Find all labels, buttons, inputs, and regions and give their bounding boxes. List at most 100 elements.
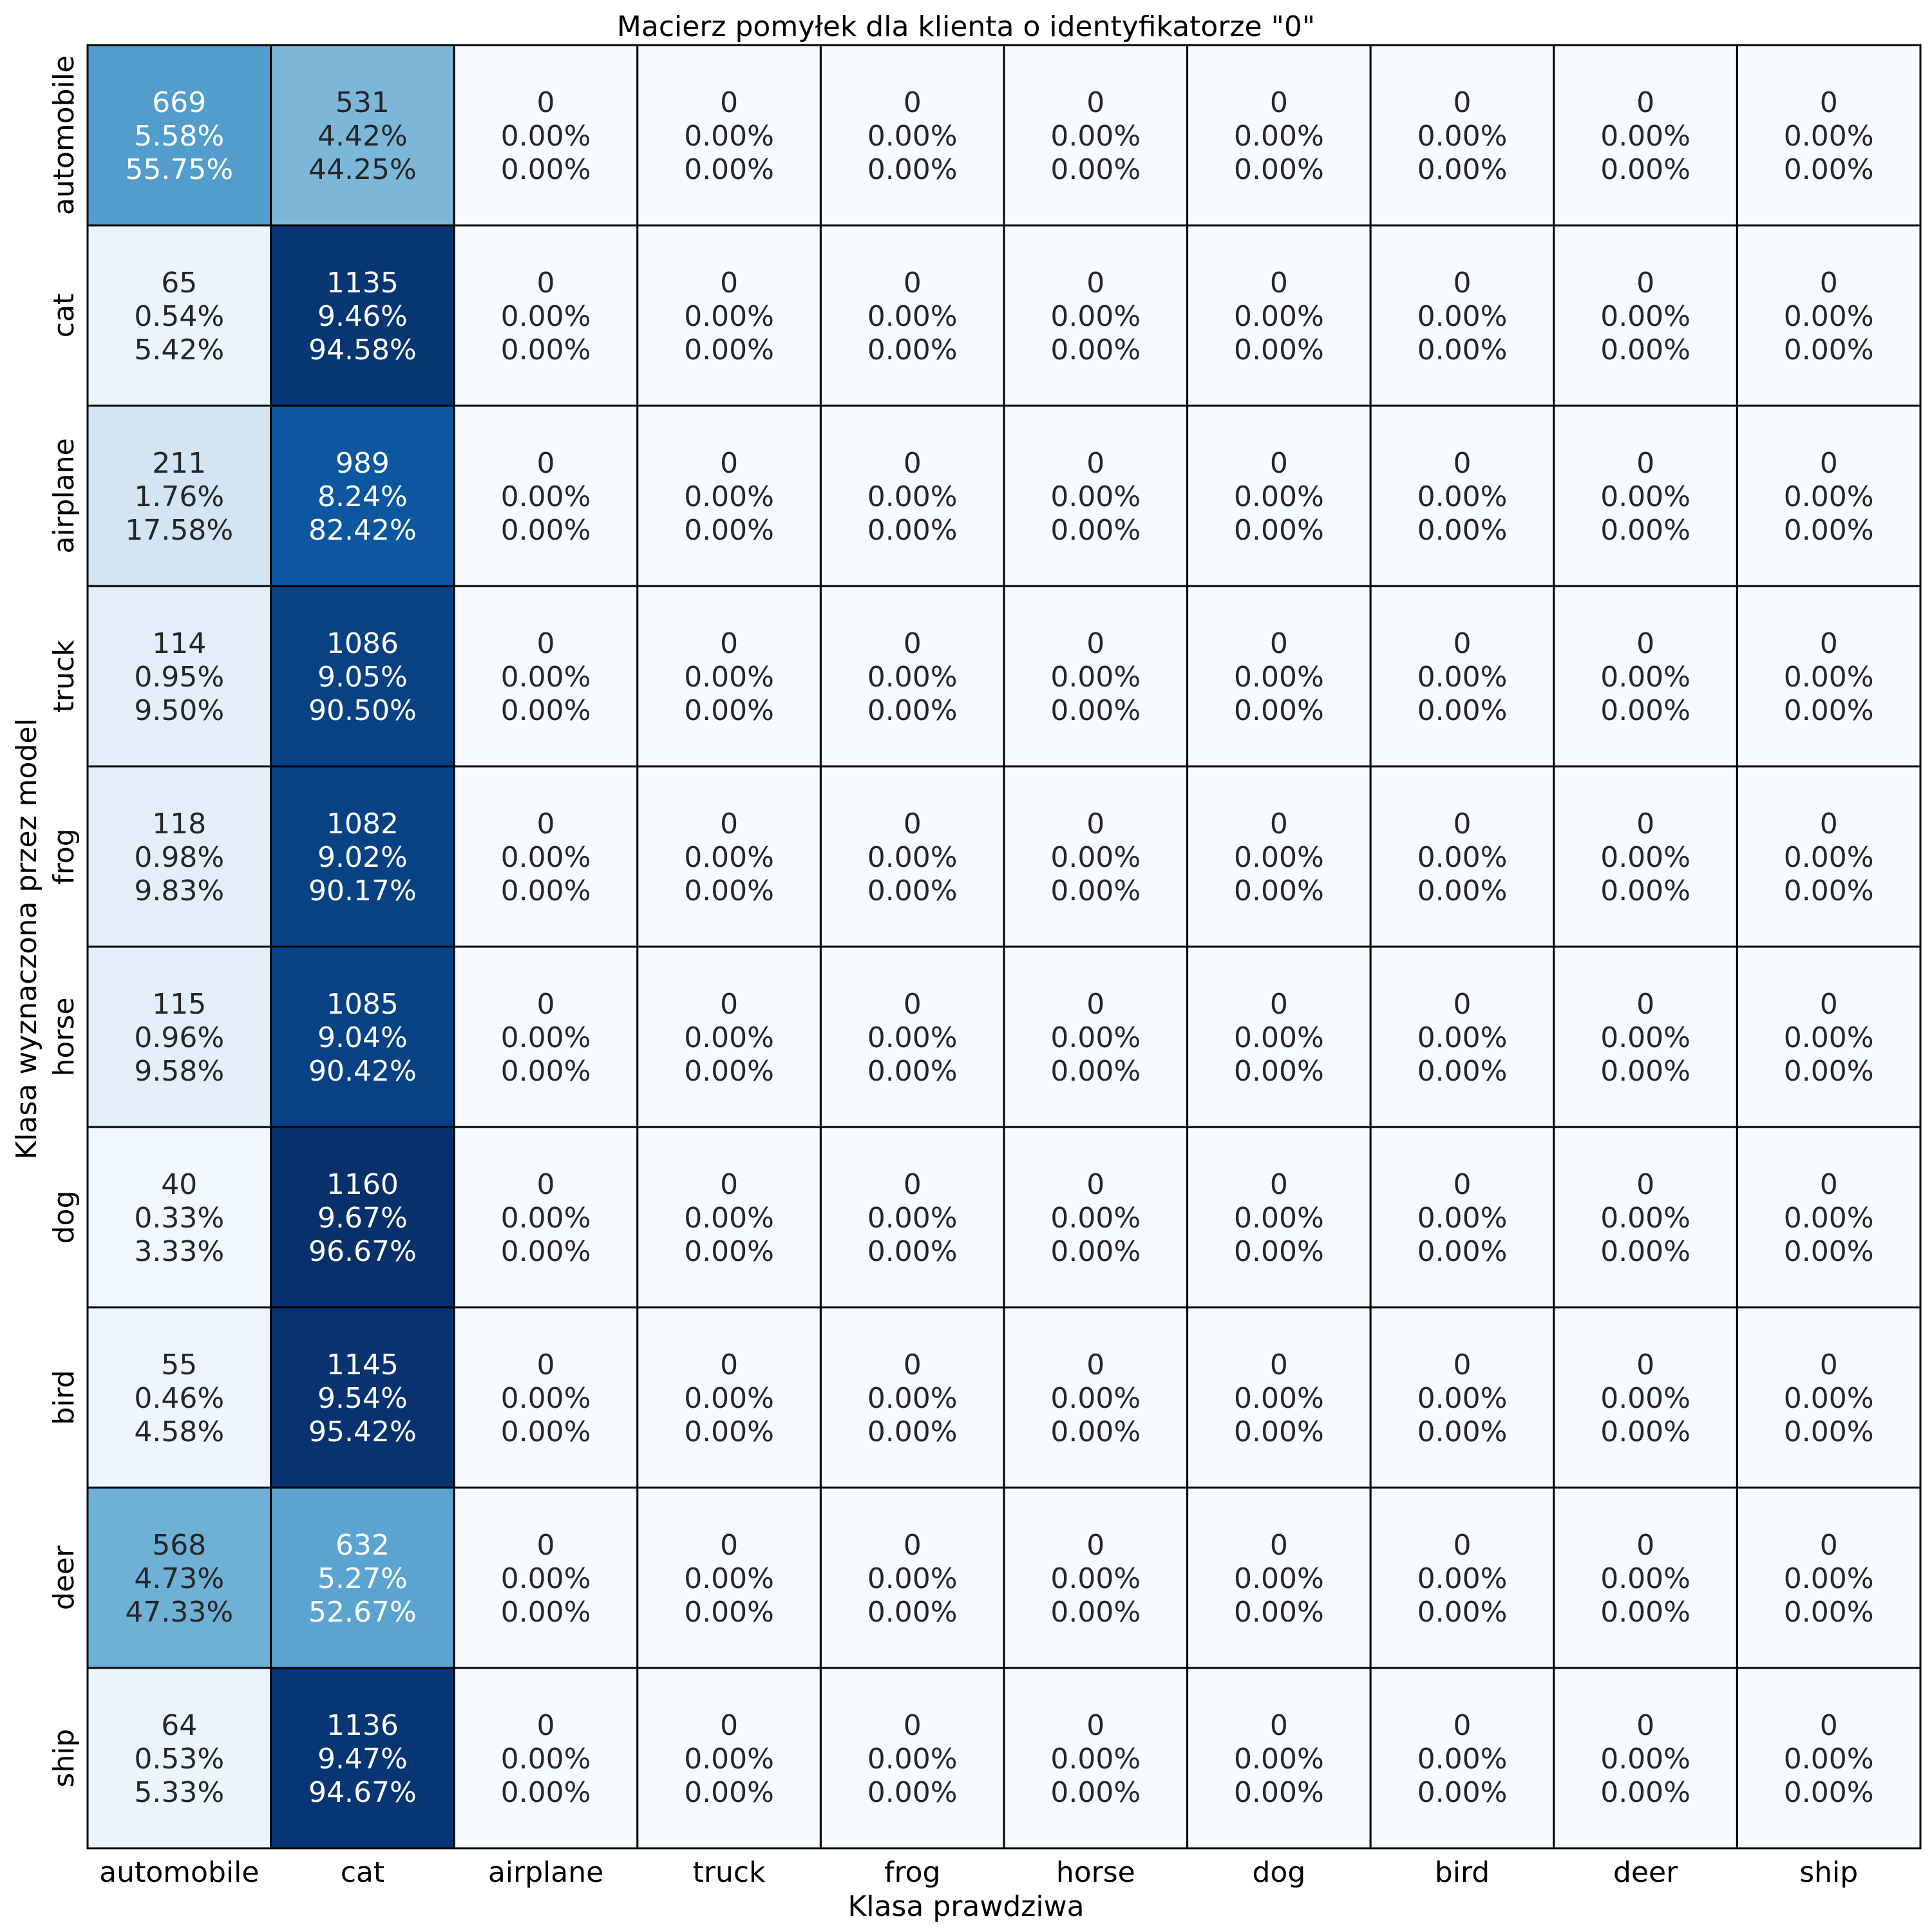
heatmap-cell bbox=[819, 1126, 1005, 1309]
heatmap-cell bbox=[1186, 1486, 1372, 1669]
cell-value-label: 0 0.00% 0.00% bbox=[1600, 808, 1690, 907]
heatmap-cell bbox=[1736, 1126, 1922, 1309]
heatmap-cell bbox=[1736, 1306, 1922, 1489]
cell-value-label: 0 0.00% 0.00% bbox=[1600, 988, 1690, 1088]
cell-value-label: 0 0.00% 0.00% bbox=[867, 808, 958, 907]
cell-value-label: 0 0.00% 0.00% bbox=[1600, 1529, 1690, 1629]
cell-value-label: 1136 9.47% 94.67% bbox=[308, 1709, 417, 1809]
cell-value-label: 0 0.00% 0.00% bbox=[1417, 627, 1508, 727]
cell-value-label: 0 0.00% 0.00% bbox=[684, 988, 774, 1088]
cell-value-label: 568 4.73% 47.33% bbox=[125, 1529, 233, 1629]
heatmap-cell bbox=[270, 945, 455, 1128]
heatmap-cell bbox=[1369, 1486, 1555, 1669]
heatmap-cell bbox=[86, 44, 272, 227]
heatmap-cell bbox=[270, 224, 455, 407]
heatmap-cell bbox=[1736, 1486, 1922, 1669]
cell-value-label: 0 0.00% 0.00% bbox=[867, 988, 958, 1088]
cell-value-label: 0 0.00% 0.00% bbox=[1784, 447, 1874, 547]
heatmap-cell bbox=[636, 404, 822, 587]
cell-value-label: 0 0.00% 0.00% bbox=[501, 1349, 591, 1448]
heatmap-cell bbox=[1003, 1306, 1189, 1489]
cell-value-label: 114 0.95% 9.50% bbox=[134, 627, 224, 727]
cell-value-label: 0 0.00% 0.00% bbox=[684, 1349, 774, 1448]
cell-value-label: 0 0.00% 0.00% bbox=[501, 447, 591, 547]
heatmap-cell bbox=[1736, 44, 1922, 227]
heatmap-cell bbox=[1003, 945, 1189, 1128]
heatmap-cell bbox=[1736, 224, 1922, 407]
heatmap-cell bbox=[270, 404, 455, 587]
cell-value-label: 0 0.00% 0.00% bbox=[501, 988, 591, 1088]
cell-value-label: 0 0.00% 0.00% bbox=[1417, 447, 1508, 547]
cell-value-label: 0 0.00% 0.00% bbox=[1784, 808, 1874, 907]
heatmap-cell bbox=[453, 945, 639, 1128]
cell-value-label: 0 0.00% 0.00% bbox=[1417, 1349, 1508, 1448]
cell-value-label: 1085 9.04% 90.42% bbox=[308, 988, 417, 1088]
heatmap-cell bbox=[1186, 765, 1372, 948]
cell-value-label: 0 0.00% 0.00% bbox=[1417, 1709, 1508, 1809]
y-tick-label: frog bbox=[48, 828, 80, 884]
cell-value-label: 0 0.00% 0.00% bbox=[867, 1168, 958, 1268]
cell-value-label: 0 0.00% 0.00% bbox=[867, 447, 958, 547]
cell-value-label: 0 0.00% 0.00% bbox=[501, 627, 591, 727]
x-axis-label: Klasa prawdziwa bbox=[848, 1890, 1084, 1923]
heatmap-cell bbox=[270, 765, 455, 948]
cell-value-label: 0 0.00% 0.00% bbox=[1784, 1529, 1874, 1629]
heatmap-cell bbox=[819, 765, 1005, 948]
heatmap-cell bbox=[270, 1306, 455, 1489]
y-axis-tick-labels: automobile cat airplane truck frog horse dog bi… bbox=[48, 55, 80, 1788]
heatmap-cell bbox=[86, 404, 272, 587]
cell-value-label: 0 0.00% 0.00% bbox=[1050, 447, 1141, 547]
y-axis-label: Klasa wyznaczona przez model bbox=[10, 718, 43, 1159]
cell-value-label: 0 0.00% 0.00% bbox=[1784, 1349, 1874, 1448]
heatmap-cell bbox=[1369, 224, 1555, 407]
cell-value-label: 0 0.00% 0.00% bbox=[684, 1709, 774, 1809]
cell-value-label: 0 0.00% 0.00% bbox=[1234, 808, 1324, 907]
heatmap-cell bbox=[270, 1486, 455, 1669]
heatmap-cell bbox=[1369, 1306, 1555, 1489]
cell-value-label: 989 8.24% 82.42% bbox=[308, 447, 417, 547]
cell-value-label: 0 0.00% 0.00% bbox=[684, 1168, 774, 1268]
heatmap-cell bbox=[1736, 765, 1922, 948]
cell-value-label: 0 0.00% 0.00% bbox=[1050, 267, 1141, 366]
cell-value-label: 64 0.53% 5.33% bbox=[134, 1709, 224, 1809]
cell-value-label: 0 0.00% 0.00% bbox=[1050, 1529, 1141, 1629]
cell-value-label: 0 0.00% 0.00% bbox=[867, 86, 958, 186]
cell-value-label: 0 0.00% 0.00% bbox=[684, 86, 774, 186]
heatmap-cell bbox=[453, 224, 639, 407]
cell-value-label: 1145 9.54% 95.42% bbox=[308, 1349, 417, 1448]
cell-value-label: 0 0.00% 0.00% bbox=[1784, 1168, 1874, 1268]
heatmap-cell bbox=[636, 585, 822, 768]
cell-value-label: 0 0.00% 0.00% bbox=[867, 1529, 958, 1629]
heatmap-cell bbox=[1553, 44, 1738, 227]
cell-value-label: 40 0.33% 3.33% bbox=[134, 1168, 224, 1268]
heatmap-cell bbox=[1553, 1486, 1738, 1669]
y-tick-label: cat bbox=[48, 294, 80, 337]
x-tick-label: bird bbox=[1435, 1856, 1490, 1889]
x-tick-label: horse bbox=[1056, 1856, 1135, 1889]
cell-value-label: 65 0.54% 5.42% bbox=[134, 267, 224, 366]
heatmap-cell bbox=[636, 1126, 822, 1309]
x-axis-tick-labels: automobile cat airplane truck frog horse dog bi… bbox=[99, 1856, 1858, 1889]
heatmap-cell bbox=[1186, 945, 1372, 1128]
cell-value-label: 118 0.98% 9.83% bbox=[134, 808, 224, 907]
heatmap-cell bbox=[636, 1667, 822, 1850]
cell-value-label: 0 0.00% 0.00% bbox=[1234, 988, 1324, 1088]
cell-value-label: 0 0.00% 0.00% bbox=[1417, 1529, 1508, 1629]
heatmap-cell bbox=[86, 765, 272, 948]
y-tick-label: dog bbox=[48, 1191, 80, 1244]
cell-value-label: 0 0.00% 0.00% bbox=[501, 86, 591, 186]
cell-value-label: 0 0.00% 0.00% bbox=[1784, 86, 1874, 186]
cell-value-label: 1086 9.05% 90.50% bbox=[308, 627, 417, 727]
cell-value-label: 0 0.00% 0.00% bbox=[501, 1168, 591, 1268]
heatmap-cell bbox=[819, 44, 1005, 227]
cell-value-label: 0 0.00% 0.00% bbox=[1234, 267, 1324, 366]
heatmap-cell bbox=[1553, 1126, 1738, 1309]
cell-value-label: 0 0.00% 0.00% bbox=[684, 447, 774, 547]
cell-value-label: 0 0.00% 0.00% bbox=[1600, 1349, 1690, 1448]
heatmap-cell bbox=[636, 765, 822, 948]
y-tick-label: automobile bbox=[48, 55, 80, 215]
cell-value-label: 531 4.42% 44.25% bbox=[308, 86, 417, 186]
heatmap-cell bbox=[86, 224, 272, 407]
heatmap-cell bbox=[1736, 585, 1922, 768]
cell-value-label: 0 0.00% 0.00% bbox=[684, 627, 774, 727]
